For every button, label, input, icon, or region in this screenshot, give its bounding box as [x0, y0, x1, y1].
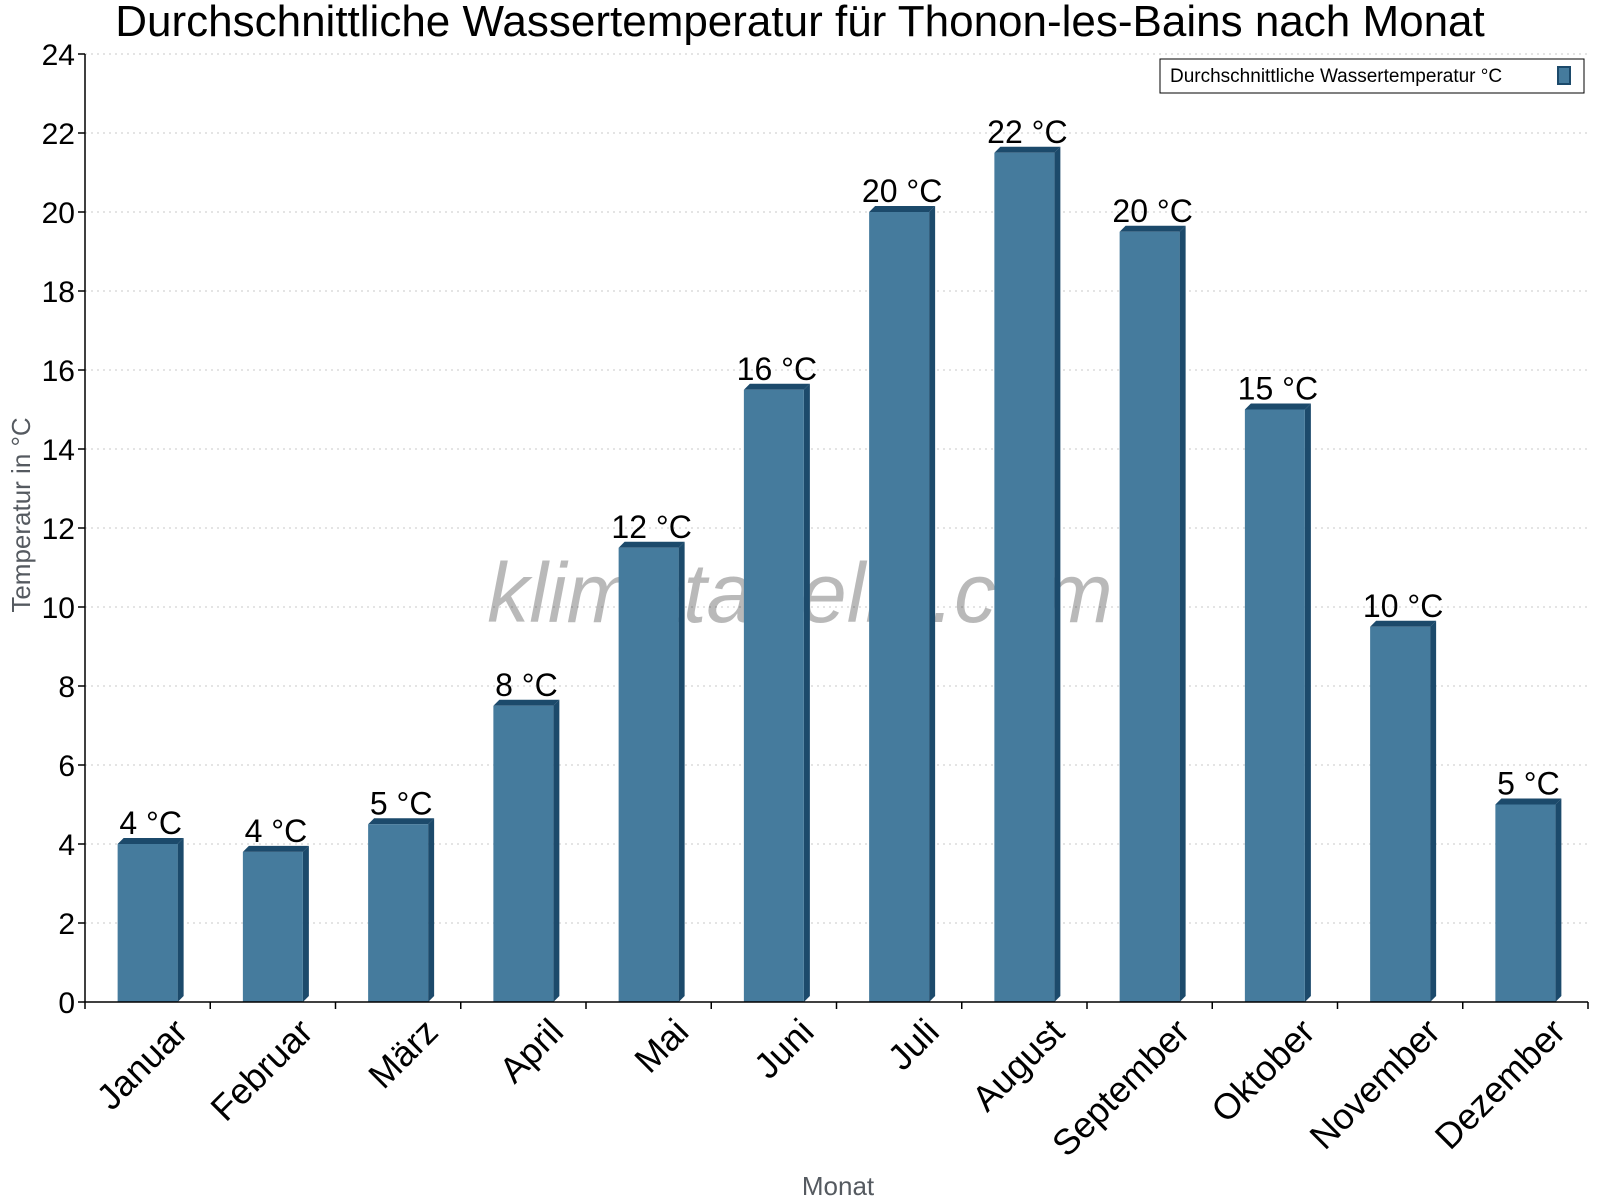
bar-mai	[618, 541, 685, 1002]
y-tick-label: 6	[58, 750, 75, 783]
data-labels: 4 °C 4 °C 5 °C 8 °C 12 °C 16 °C 20 °C 22 °C 20 °…	[119, 114, 1559, 849]
bar-oktober	[1244, 403, 1311, 1002]
y-tick-label: 24	[42, 39, 75, 72]
bar-side	[1179, 225, 1186, 1002]
bar	[1244, 409, 1305, 1002]
x-tick-label: November	[1301, 1011, 1447, 1157]
bars	[117, 146, 1562, 1002]
x-tick-label: Juli	[880, 1011, 947, 1078]
legend-entry: Durchschnittliche Wassertemperatur °C	[1170, 66, 1502, 87]
bar-juli	[869, 206, 936, 1002]
bar	[994, 152, 1055, 1002]
bar-side	[678, 541, 685, 1002]
x-tick-label: September	[1044, 1011, 1198, 1165]
bar	[493, 705, 554, 1002]
bar	[1370, 626, 1431, 1002]
bar-side	[1054, 146, 1061, 1002]
y-tick-label: 0	[58, 987, 75, 1020]
x-tick-label: Februar	[202, 1011, 320, 1129]
y-tick-label: 4	[58, 829, 75, 862]
bar-januar	[117, 838, 184, 1002]
bar	[618, 547, 679, 1002]
bar-märz	[368, 818, 435, 1002]
legend-swatch	[1557, 66, 1571, 85]
y-tick-label: 16	[42, 355, 75, 388]
bar-september	[1119, 225, 1186, 1002]
y-tick-label: 2	[58, 908, 75, 941]
data-label: 22 °C	[987, 114, 1067, 150]
y-tick-label: 20	[42, 197, 75, 230]
chart-title: Durchschnittliche Wassertemperatur für T…	[115, 0, 1485, 46]
bar-top	[1370, 620, 1437, 627]
bar-top	[1495, 798, 1562, 805]
bar-top	[869, 206, 936, 212]
bar-dezember	[1495, 798, 1562, 1002]
x-tick-label: März	[360, 1011, 446, 1097]
bar-top	[242, 845, 309, 852]
bar-top	[117, 838, 184, 844]
bar	[368, 824, 429, 1002]
data-label: 5 °C	[370, 785, 433, 821]
bar-februar	[242, 845, 309, 1002]
bar-side	[803, 383, 810, 1002]
bar	[117, 844, 178, 1002]
bar	[242, 851, 303, 1002]
data-label: 12 °C	[611, 509, 691, 545]
bar-top	[994, 146, 1061, 153]
bar-side	[1304, 403, 1311, 1002]
x-tick-label: Oktober	[1203, 1011, 1323, 1131]
bar-august	[994, 146, 1061, 1002]
bar-side	[428, 818, 435, 1002]
y-axis-label: Temperatur in °C	[6, 417, 36, 612]
bar-side	[1430, 620, 1437, 1002]
y-tick-label: 14	[42, 434, 75, 467]
bar-side	[929, 206, 936, 1002]
bar-top	[618, 541, 685, 548]
x-axis-label: Monat	[802, 1171, 875, 1200]
bar	[1495, 804, 1556, 1002]
data-label: 20 °C	[1112, 193, 1192, 229]
bar	[1119, 231, 1180, 1002]
y-tick-label: 22	[42, 118, 75, 151]
bar-april	[493, 699, 560, 1002]
data-label: 16 °C	[737, 351, 817, 387]
bar-side	[1555, 798, 1562, 1002]
y-tick-label: 8	[58, 671, 75, 704]
y-tick-label: 10	[42, 592, 75, 625]
bar-top	[1119, 225, 1186, 232]
gridlines	[85, 53, 1588, 924]
y-tick-label: 18	[42, 276, 75, 309]
bar-top	[493, 699, 560, 706]
bar	[869, 212, 930, 1002]
x-tick-label: April	[491, 1011, 571, 1091]
data-label: 10 °C	[1363, 588, 1443, 624]
legend-box	[1159, 58, 1585, 94]
legend: Durchschnittliche Wassertemperatur °C	[1159, 58, 1585, 94]
data-label: 20 °C	[862, 173, 942, 209]
bar	[743, 389, 804, 1002]
data-label: 4 °C	[119, 805, 182, 841]
data-label: 8 °C	[495, 667, 558, 703]
data-label: 4 °C	[245, 813, 308, 849]
y-tick-label: 12	[42, 513, 75, 546]
bar-top	[1244, 403, 1311, 410]
x-tick-label: Januar	[88, 1011, 195, 1118]
x-tick-label: Mai	[626, 1011, 696, 1081]
bar-top	[368, 818, 435, 825]
bar-side	[177, 838, 184, 1002]
data-label: 15 °C	[1238, 371, 1318, 407]
bar-juni	[743, 383, 810, 1002]
bar-november	[1370, 620, 1437, 1002]
bar-side	[302, 845, 309, 1002]
x-tick-label: Juni	[746, 1011, 822, 1087]
bar-side	[553, 699, 560, 1002]
data-label: 5 °C	[1497, 766, 1560, 802]
x-tick-label: Dezember	[1427, 1011, 1573, 1157]
bar-top	[743, 383, 810, 390]
x-axis-ticks: Januar Februar März April Mai Juni Juli AugustS…	[84, 1002, 1589, 1165]
x-tick-label: August	[964, 1011, 1072, 1119]
